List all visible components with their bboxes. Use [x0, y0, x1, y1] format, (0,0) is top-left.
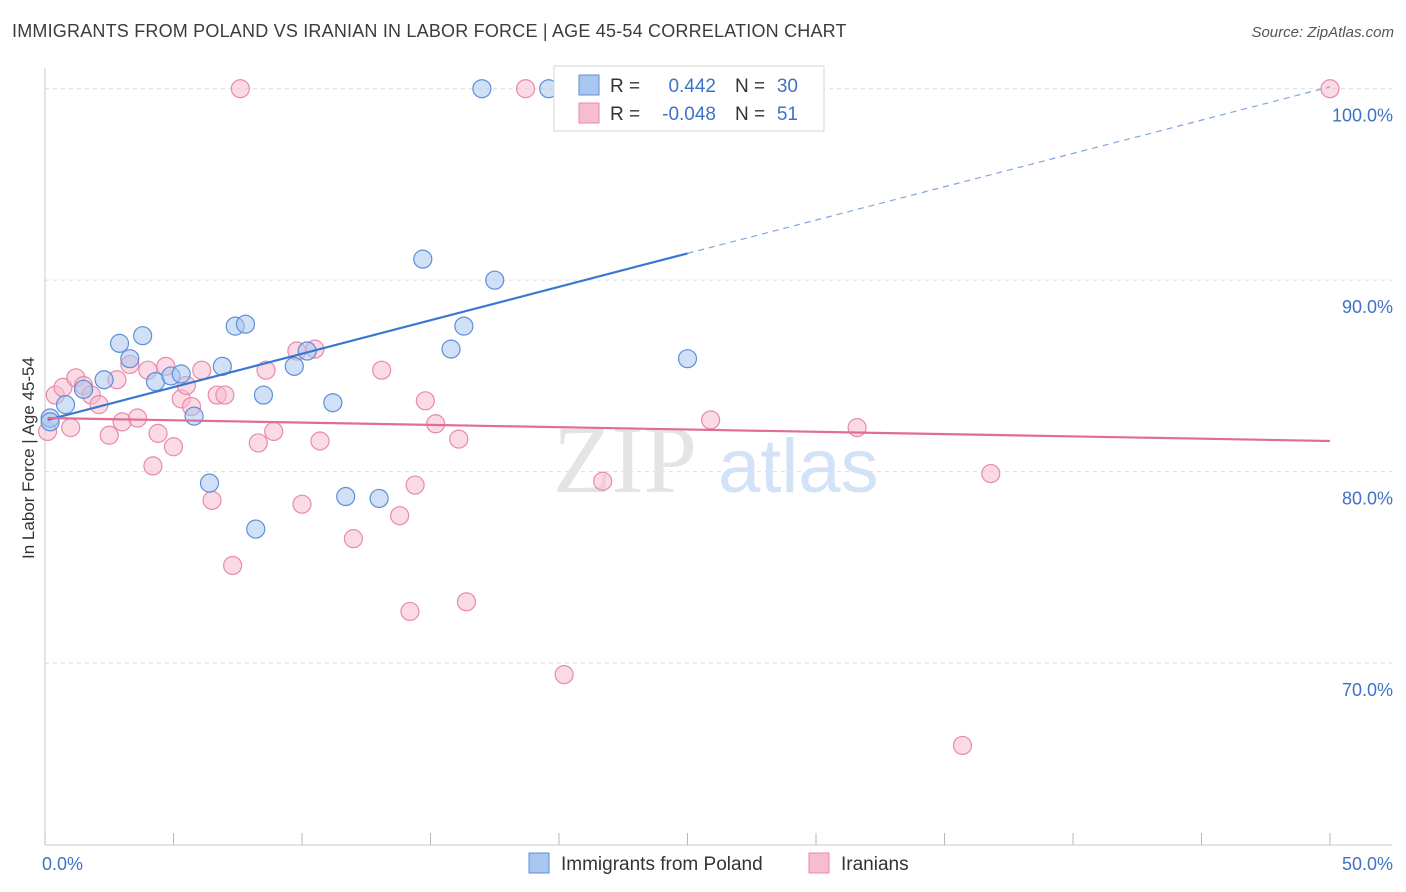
legend-r-label-2: R =	[610, 104, 640, 125]
iranians-point-31	[292, 494, 312, 514]
iranians-point-46	[847, 418, 867, 438]
iranians-point-27	[248, 433, 268, 453]
watermark-atlas: atlas	[718, 424, 879, 509]
iranians-point-22	[202, 490, 222, 510]
iranians-point-33	[343, 529, 363, 549]
legend-n-label-1: N =	[735, 76, 765, 97]
poland-point-29	[40, 412, 60, 432]
series-immigrants-from-poland	[40, 79, 698, 539]
source-label: Source: ZipAtlas.com	[1251, 24, 1394, 41]
poland-point-11	[199, 473, 220, 493]
poland-point-24	[454, 316, 474, 336]
legend-n-label-2: N =	[735, 104, 765, 125]
trend-line-poland-extension	[687, 86, 1331, 254]
legend-r-value-1: 0.442	[668, 76, 716, 97]
poland-point-4	[109, 333, 130, 353]
poland-point-14	[235, 314, 256, 334]
iranians-point-3	[61, 418, 81, 438]
y-tick-label-100: 100.0%	[1332, 106, 1393, 126]
iranians-point-28	[256, 360, 276, 380]
trend-lines	[47, 86, 1331, 443]
iranians-point-42	[515, 79, 536, 99]
iranians-point-36	[400, 601, 420, 622]
iranians-point-14	[143, 456, 163, 476]
poland-point-23	[441, 339, 461, 359]
legend-n-value-1: 30	[777, 76, 798, 97]
poland-point-9	[171, 364, 191, 384]
iranians-point-17	[163, 437, 184, 457]
axes: 0.0% 50.0%	[42, 68, 1393, 874]
iranians-point-41	[456, 592, 477, 612]
iranians-point-8	[99, 425, 119, 445]
legend-n-value-2: 51	[777, 104, 798, 125]
legend-r-value-2: -0.048	[662, 104, 716, 125]
poland-point-26	[485, 270, 505, 290]
y-axis-label: In Labor Force | Age 45-54	[19, 357, 38, 559]
iranians-point-21	[192, 360, 212, 380]
trend-line-iranians	[47, 416, 1331, 443]
iranians-point-37	[405, 475, 425, 495]
iranians-point-26	[230, 79, 250, 99]
poland-point-17	[284, 356, 304, 376]
legend-r-label-1: R =	[610, 76, 640, 97]
poland-point-20	[336, 486, 356, 507]
poland-point-21	[369, 488, 389, 509]
iranians-point-24	[215, 385, 235, 405]
iranians-point-40	[449, 429, 469, 449]
poland-point-1	[55, 395, 76, 415]
poland-point-10	[184, 406, 204, 426]
iranians-point-32	[310, 431, 330, 451]
iranians-point-12	[127, 408, 148, 428]
poland-point-22	[413, 249, 433, 269]
iranians-point-34	[372, 360, 392, 380]
y-tick-label-90: 90.0%	[1342, 297, 1393, 317]
x-tick-label-min: 0.0%	[42, 854, 83, 874]
iranians-point-48	[981, 463, 1001, 484]
iranians-point-38	[415, 391, 435, 411]
watermark-zip: ZIP	[553, 406, 697, 513]
poland-point-15	[246, 519, 266, 539]
legend-swatch-blue	[578, 74, 600, 96]
poland-point-6	[133, 326, 153, 346]
watermark: ZIP atlas	[553, 406, 879, 513]
x-tick-label-max: 50.0%	[1342, 854, 1393, 874]
poland-point-19	[323, 393, 343, 413]
bottom-legend-swatch-blue	[528, 852, 550, 874]
iranians-point-43	[554, 664, 574, 685]
iranians-point-25	[223, 555, 243, 576]
poland-point-2	[73, 379, 94, 399]
iranians-point-45	[701, 410, 721, 430]
bottom-legend-label-blue: Immigrants from Poland	[561, 854, 763, 875]
poland-point-28	[677, 349, 698, 369]
legend: R = 0.442 N = 30 R = -0.048 N = 51	[553, 65, 825, 132]
poland-point-25	[472, 79, 492, 99]
iranians-point-35	[390, 506, 410, 526]
y-tick-label-70: 70.0%	[1342, 680, 1393, 700]
chart-title: IMMIGRANTS FROM POLAND VS IRANIAN IN LAB…	[12, 21, 847, 41]
poland-point-3	[94, 370, 114, 390]
poland-point-16	[253, 385, 274, 405]
iranians-point-47	[952, 735, 973, 756]
iranians-point-44	[593, 471, 613, 491]
bottom-legend-swatch-pink	[808, 852, 830, 874]
poland-point-5	[120, 349, 140, 369]
bottom-legend-label-pink: Iranians	[841, 854, 909, 875]
iranians-point-15	[148, 423, 168, 443]
iranians-point-29	[264, 421, 284, 442]
legend-swatch-pink	[578, 102, 600, 124]
trend-line-poland	[47, 252, 688, 422]
bottom-legend: Immigrants from Poland Iranians	[528, 852, 909, 875]
iranians-point-49	[1320, 79, 1340, 99]
grid-lines: 70.0% 80.0% 90.0% 100.0%	[45, 88, 1393, 700]
y-tick-label-80: 80.0%	[1342, 489, 1393, 509]
